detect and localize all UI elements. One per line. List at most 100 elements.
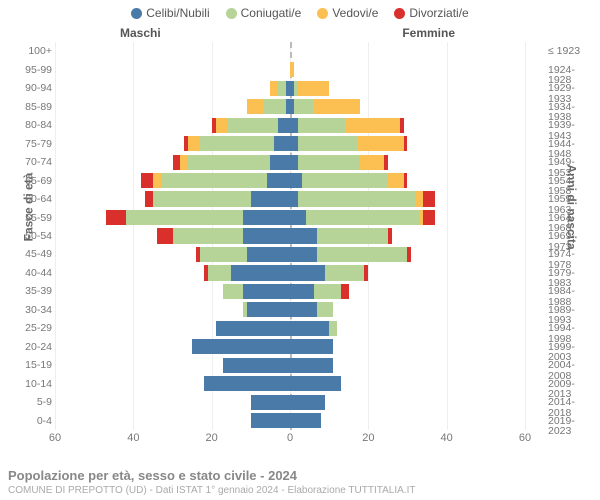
bar-segment — [364, 265, 368, 280]
bar-segment — [274, 136, 290, 151]
legend-label: Coniugati/e — [241, 6, 302, 20]
x-tick-label: 20 — [362, 432, 374, 444]
pyramid-row — [55, 136, 525, 151]
bar-segment — [153, 173, 161, 188]
pyramid-row — [55, 155, 525, 170]
pyramid-row — [55, 44, 525, 59]
age-group-label: 85-89 — [4, 102, 52, 113]
bar-segment — [192, 339, 290, 354]
bar-segment — [145, 191, 153, 206]
bar-segment — [325, 265, 364, 280]
pyramid-row — [55, 265, 525, 280]
x-tick-label: 40 — [441, 432, 453, 444]
bar-segment — [341, 284, 349, 299]
legend-item: Coniugati/e — [226, 6, 302, 20]
bar-segment — [400, 118, 404, 133]
legend-label: Divorziati/e — [409, 6, 468, 20]
bar-segment — [294, 99, 314, 114]
legend-swatch — [226, 8, 237, 19]
pyramid-row — [55, 395, 525, 410]
bar-segment — [208, 265, 232, 280]
bar-segment — [290, 62, 294, 77]
bar-segment — [290, 155, 298, 170]
bar-segment — [317, 302, 333, 317]
legend-swatch — [317, 8, 328, 19]
bar-segment — [290, 247, 317, 262]
bar-segment — [263, 99, 287, 114]
male-header: Maschi — [120, 26, 161, 40]
age-group-label: 20-24 — [4, 342, 52, 353]
age-group-label: 25-29 — [4, 323, 52, 334]
bar-segment — [290, 413, 321, 428]
bar-segment — [126, 210, 244, 225]
bar-segment — [157, 228, 173, 243]
legend-item: Celibi/Nubili — [131, 6, 209, 20]
bar-segment — [188, 136, 200, 151]
bar-segment — [141, 173, 153, 188]
bar-segment — [298, 136, 357, 151]
age-group-labels: 100+95-9990-9485-8980-8475-7970-7465-696… — [4, 42, 52, 430]
bar-segment — [200, 136, 274, 151]
age-group-label: 55-59 — [4, 213, 52, 224]
female-header: Femmine — [402, 26, 455, 40]
bar-segment — [298, 155, 361, 170]
bar-segment — [267, 173, 291, 188]
birth-year-label: ≤ 1923 — [548, 46, 596, 57]
bar-segment — [360, 155, 384, 170]
bar-segment — [173, 155, 181, 170]
pyramid-row — [55, 302, 525, 317]
bar-segment — [302, 173, 388, 188]
bar-segment — [247, 99, 263, 114]
age-group-label: 95-99 — [4, 65, 52, 76]
age-group-label: 100+ — [4, 46, 52, 57]
bar-segment — [223, 358, 290, 373]
chart-footer: Popolazione per età, sesso e stato civil… — [8, 468, 415, 496]
pyramid-row — [55, 210, 525, 225]
bar-segment — [251, 395, 290, 410]
bar-segment — [290, 339, 333, 354]
bar-segment — [290, 265, 325, 280]
pyramid-row — [55, 321, 525, 336]
bar-segment — [384, 155, 388, 170]
pyramid-row — [55, 173, 525, 188]
legend-item: Vedovi/e — [317, 6, 378, 20]
pyramid-row — [55, 99, 525, 114]
bar-segment — [173, 228, 244, 243]
legend-label: Celibi/Nubili — [146, 6, 209, 20]
plot-area — [55, 42, 525, 430]
bar-segment — [216, 118, 228, 133]
pyramid-row — [55, 339, 525, 354]
bar-segment — [290, 284, 314, 299]
x-tick-label: 40 — [127, 432, 139, 444]
bar-segment — [345, 118, 400, 133]
x-axis-labels: 6040200204060 — [55, 432, 525, 446]
x-tick-label: 60 — [49, 432, 61, 444]
bar-segment — [200, 247, 247, 262]
age-group-label: 75-79 — [4, 139, 52, 150]
x-tick-label: 20 — [206, 432, 218, 444]
bar-segment — [306, 210, 420, 225]
bar-segment — [223, 284, 243, 299]
bar-segment — [423, 210, 435, 225]
bar-segment — [415, 191, 423, 206]
bar-segment — [404, 173, 408, 188]
bar-segment — [180, 155, 188, 170]
bar-segment — [298, 191, 416, 206]
bar-segment — [106, 210, 126, 225]
pyramid-row — [55, 284, 525, 299]
age-group-label: 50-54 — [4, 231, 52, 242]
bar-segment — [290, 136, 298, 151]
x-tick-label: 0 — [287, 432, 293, 444]
age-group-label: 10-14 — [4, 379, 52, 390]
age-group-label: 35-39 — [4, 286, 52, 297]
pyramid-row — [55, 118, 525, 133]
bar-segment — [290, 210, 306, 225]
age-group-label: 0-4 — [4, 416, 52, 427]
bar-segment — [290, 191, 298, 206]
pyramid-row — [55, 62, 525, 77]
bar-segment — [251, 413, 290, 428]
bar-segment — [270, 155, 290, 170]
bar-segment — [278, 81, 286, 96]
bar-segment — [317, 228, 388, 243]
bar-segment — [243, 210, 290, 225]
